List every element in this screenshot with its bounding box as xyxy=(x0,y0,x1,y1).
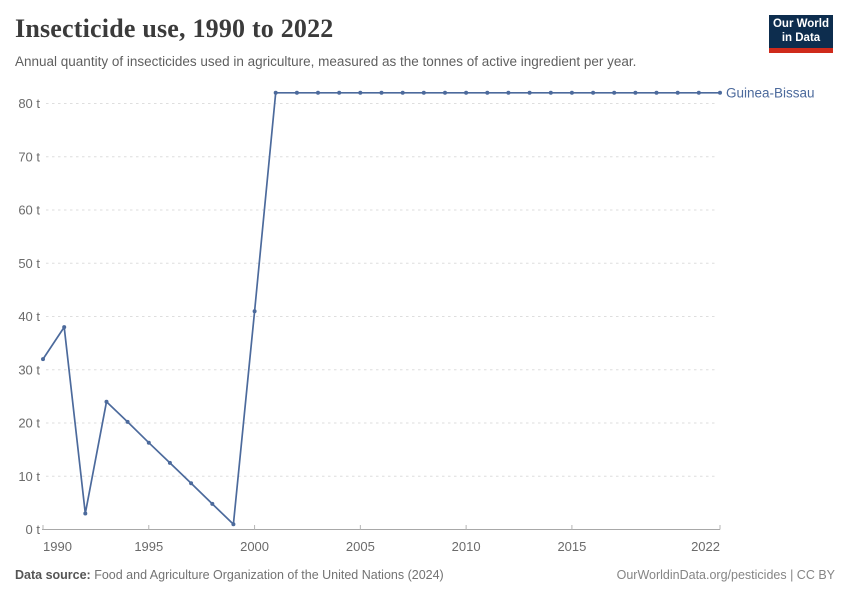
y-tick-label: 0 t xyxy=(26,522,41,537)
data-point[interactable] xyxy=(569,90,574,95)
data-point[interactable] xyxy=(104,399,109,404)
data-point[interactable] xyxy=(358,90,363,95)
x-tick-label: 1995 xyxy=(134,539,163,554)
y-tick-label: 70 t xyxy=(18,149,40,164)
data-point[interactable] xyxy=(443,90,447,95)
data-point[interactable] xyxy=(548,90,553,95)
entity-label[interactable]: Guinea-Bissau xyxy=(726,85,815,100)
data-point[interactable] xyxy=(83,511,88,516)
x-tick-label: 1990 xyxy=(43,539,72,554)
data-point[interactable] xyxy=(252,309,257,314)
data-point[interactable] xyxy=(210,501,215,506)
attribution-link[interactable]: OurWorldinData.org/pesticides xyxy=(616,568,787,582)
data-point[interactable] xyxy=(125,419,130,424)
y-tick-label: 60 t xyxy=(18,203,40,218)
y-tick-label: 20 t xyxy=(18,416,40,431)
data-point[interactable] xyxy=(696,90,701,95)
y-tick-label: 10 t xyxy=(18,469,40,484)
data-point[interactable] xyxy=(337,90,342,95)
logo-text-box: Our World in Data xyxy=(769,15,833,48)
x-tick-label: 2000 xyxy=(240,539,269,554)
data-point[interactable] xyxy=(485,90,490,95)
series-line-guinea-bissau xyxy=(42,91,721,526)
data-point[interactable] xyxy=(654,90,659,95)
data-point[interactable] xyxy=(316,90,320,95)
y-tick-label: 40 t xyxy=(18,309,40,324)
logo-text-line1: Our World xyxy=(772,18,829,30)
y-tick-label: 30 t xyxy=(18,362,40,377)
y-tick-label: 50 t xyxy=(18,256,40,271)
attribution: OurWorldinData.org/pesticides | CC BY xyxy=(617,568,835,582)
data-point[interactable] xyxy=(41,357,45,362)
data-point[interactable] xyxy=(675,90,680,95)
data-source: Data source: Food and Agriculture Organi… xyxy=(15,568,444,582)
data-point[interactable] xyxy=(231,522,236,527)
x-tick-label: 2015 xyxy=(557,539,586,554)
x-tick-label: 2005 xyxy=(346,539,375,554)
data-point[interactable] xyxy=(167,460,172,465)
data-point[interactable] xyxy=(591,90,596,95)
data-point[interactable] xyxy=(718,90,722,95)
data-point[interactable] xyxy=(273,90,278,95)
data-point[interactable] xyxy=(633,90,638,95)
data-point[interactable] xyxy=(146,440,151,445)
chart-footer: Data source: Food and Agriculture Organi… xyxy=(15,568,835,582)
attribution-license: | CC BY xyxy=(786,568,835,582)
data-point[interactable] xyxy=(379,90,384,95)
x-tick-label: 2010 xyxy=(452,539,481,554)
data-point[interactable] xyxy=(527,90,532,95)
data-source-text: Food and Agriculture Organization of the… xyxy=(90,568,444,582)
x-tick-label: 2022 xyxy=(691,539,720,554)
data-point[interactable] xyxy=(612,90,617,95)
data-point[interactable] xyxy=(464,90,469,95)
data-point[interactable] xyxy=(189,481,194,486)
chart-subtitle: Annual quantity of insecticides used in … xyxy=(15,54,637,69)
owid-logo[interactable]: Our World in Data xyxy=(769,15,833,53)
data-point[interactable] xyxy=(506,90,511,95)
logo-text-line2: in Data xyxy=(781,31,821,44)
y-tick-label: 80 t xyxy=(18,96,40,111)
data-point[interactable] xyxy=(421,90,426,95)
data-point[interactable] xyxy=(400,90,405,95)
data-source-label: Data source: xyxy=(15,568,91,582)
page-title: Insecticide use, 1990 to 2022 xyxy=(15,14,334,43)
data-point[interactable] xyxy=(62,325,67,330)
logo-red-bar xyxy=(769,48,833,53)
data-point[interactable] xyxy=(294,90,299,95)
